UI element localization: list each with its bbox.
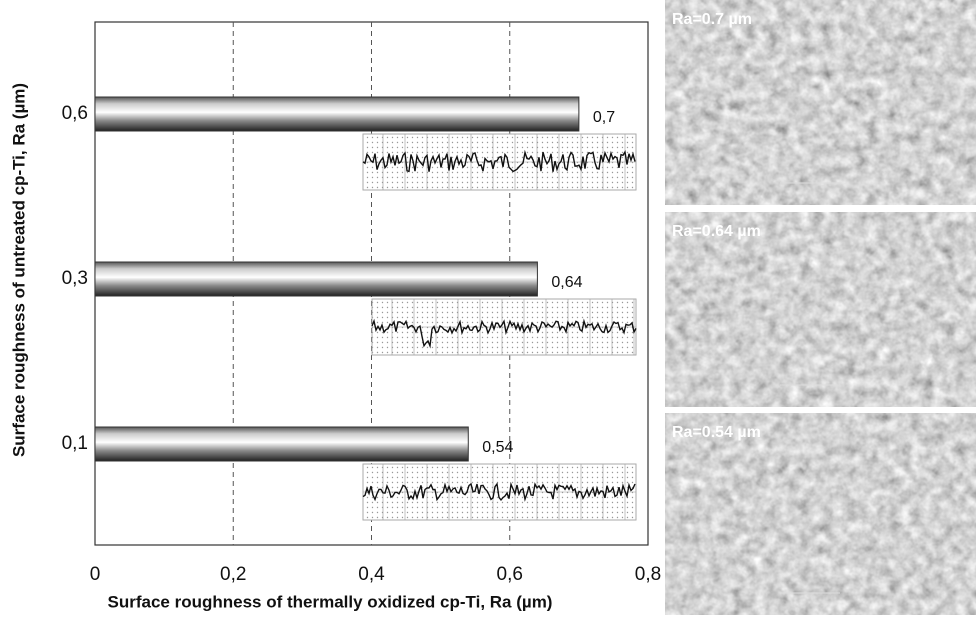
bar <box>94 96 580 132</box>
y-axis-label: Surface roughness of untreated cp-Ti, Ra… <box>9 83 28 457</box>
panel-label: Ra=0.54 µm <box>672 424 761 441</box>
value-label: 0,54 <box>482 439 513 456</box>
sem-image <box>665 413 976 615</box>
y-tick-label: 0,6 <box>62 103 88 124</box>
y-tick-label: 0,1 <box>62 433 88 454</box>
profile-trace <box>362 481 636 502</box>
panel-label: Ra=0.64 µm <box>672 223 761 240</box>
x-tick-label: 0,8 <box>635 564 661 585</box>
panel-label: Ra=0.7 µm <box>672 11 752 28</box>
x-axis-label: Surface roughness of thermally oxidized … <box>108 592 553 611</box>
profile-trace <box>362 149 636 173</box>
sem-image <box>665 0 976 205</box>
x-tick-label: 0,4 <box>358 564 385 585</box>
profile-trace <box>371 318 637 349</box>
bar <box>94 426 469 462</box>
value-label: 0,64 <box>551 274 582 291</box>
value-label: 0,7 <box>593 109 615 126</box>
x-tick-label: 0,6 <box>497 564 523 585</box>
bar <box>94 261 538 297</box>
sem-image <box>665 212 976 407</box>
x-tick-label: 0,2 <box>220 564 246 585</box>
x-tick-label: 0 <box>90 564 101 585</box>
y-tick-label: 0,3 <box>62 268 88 289</box>
image-panels: Ra=0.7 µm Ra=0.64 µm Ra=0.54 µm <box>665 0 976 615</box>
